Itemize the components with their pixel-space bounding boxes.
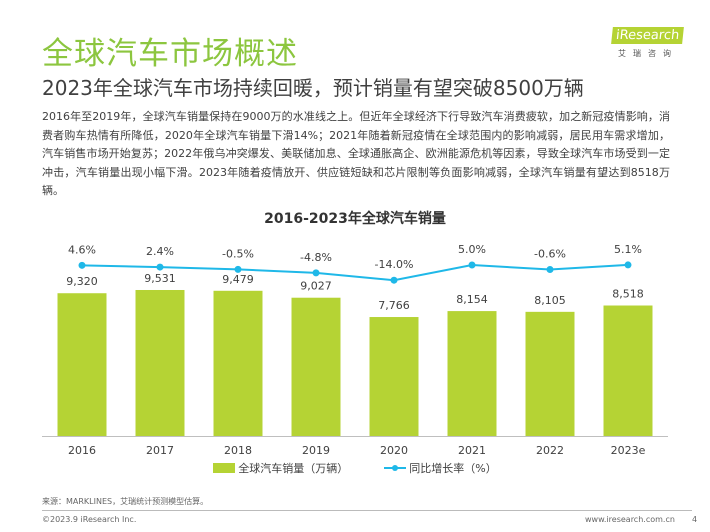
x-tick-2020: 2020 — [380, 444, 408, 457]
growth-point-2018 — [234, 265, 242, 273]
bar-label-2018: 9,479 — [222, 273, 254, 286]
x-tick-2016: 2016 — [68, 444, 96, 457]
growth-label-2022: -0.6% — [534, 247, 566, 260]
growth-point-2016 — [78, 261, 86, 269]
legend-item-growth: 同比增长率（%） — [384, 460, 497, 476]
footer-divider — [42, 510, 692, 511]
legend-label-growth: 同比增长率（%） — [409, 462, 497, 475]
legend-line-swatch — [384, 463, 407, 473]
bar-label-2017: 9,531 — [144, 272, 176, 285]
x-tick-2023e: 2023e — [611, 444, 646, 457]
growth-label-2023e: 5.1% — [614, 243, 642, 256]
bar-label-2023e: 8,518 — [612, 288, 644, 301]
growth-label-2016: 4.6% — [68, 243, 96, 256]
copyright: ©2023.9 iResearch Inc. — [42, 515, 137, 524]
bar-2022 — [525, 311, 575, 436]
legend-item-sales: 全球汽车销量（万辆） — [213, 460, 348, 476]
growth-point-2021 — [468, 261, 476, 269]
growth-point-2019 — [312, 269, 320, 277]
bar-label-2019: 9,027 — [300, 280, 332, 293]
bar-label-2020: 7,766 — [378, 299, 410, 312]
growth-label-2019: -4.8% — [300, 251, 332, 264]
chart-legend: 全球汽车销量（万辆） 同比增长率（%） — [0, 460, 710, 476]
bar-label-2022: 8,105 — [534, 294, 566, 307]
growth-point-2017 — [156, 263, 164, 271]
bar-2019 — [291, 297, 341, 436]
page-title: 全球汽车市场概述 — [42, 36, 298, 72]
page-number: 4 — [692, 515, 698, 524]
chart-title: 2016-2023年全球汽车销量 — [264, 211, 446, 227]
growth-label-2020: -14.0% — [375, 258, 414, 271]
bar-2023e — [603, 305, 653, 436]
x-tick-2022: 2022 — [536, 444, 564, 457]
x-tick-2019: 2019 — [302, 444, 330, 457]
x-tick-2021: 2021 — [458, 444, 486, 457]
website-link[interactable]: www.iresearch.com.cn — [585, 515, 675, 524]
growth-label-2018: -0.5% — [222, 247, 254, 260]
x-tick-2017: 2017 — [146, 444, 174, 457]
bar-2018 — [213, 290, 263, 436]
page-subtitle: 2023年全球汽车市场持续回暖，预计销量有望突破8500万辆 — [42, 76, 584, 100]
body-paragraph: 2016年至2019年，全球汽车销量保持在9000万的水准线之上。但近年全球经济… — [42, 110, 670, 197]
bar-label-2016: 9,320 — [66, 275, 98, 288]
growth-point-2020 — [390, 276, 398, 284]
bar-2020 — [369, 317, 419, 436]
bar-2021 — [447, 311, 497, 436]
bar-2016 — [57, 293, 107, 436]
growth-point-2023e — [624, 261, 632, 269]
source-note: 来源：MARKLINES，艾瑞统计预测模型估算。 — [42, 497, 209, 506]
growth-label-2021: 5.0% — [458, 243, 486, 256]
x-tick-2018: 2018 — [224, 444, 252, 457]
legend-bar-swatch — [213, 463, 236, 473]
legend-label-sales: 全球汽车销量（万辆） — [238, 462, 349, 475]
logo-subtext: 艾瑞咨询 — [618, 49, 678, 58]
growth-line — [81, 263, 629, 282]
bar-label-2021: 8,154 — [456, 293, 488, 306]
growth-point-2022 — [546, 265, 554, 273]
iresearch-logo: iResearch 艾瑞咨询 — [611, 24, 690, 59]
bar-2017 — [135, 289, 185, 436]
growth-label-2017: 2.4% — [146, 245, 174, 258]
